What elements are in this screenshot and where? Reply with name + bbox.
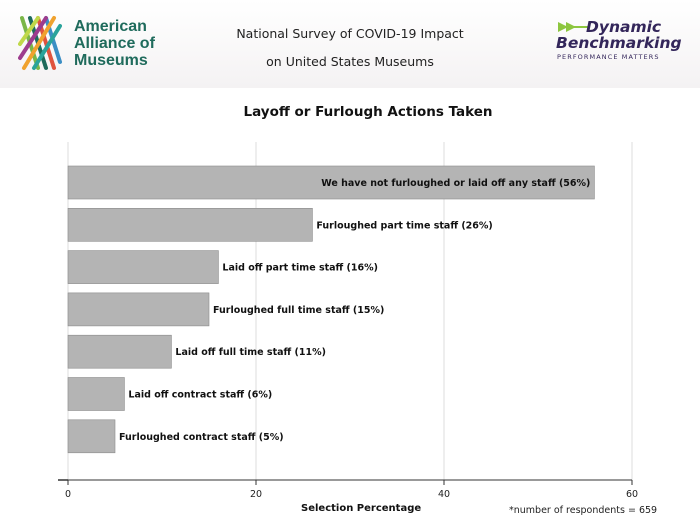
survey-title-line: on United States Museums bbox=[266, 54, 434, 69]
bar bbox=[67, 250, 219, 284]
respondents-footnote: *number of respondents = 659 bbox=[509, 505, 658, 516]
x-tick-label: 60 bbox=[626, 489, 638, 500]
survey-title: National Survey of COVID-19 Impact on Un… bbox=[200, 20, 500, 76]
bar-data-label: Furloughed contract staff (5%) bbox=[119, 432, 284, 443]
bar bbox=[67, 292, 210, 327]
bar-data-label: Laid off full time staff (11%) bbox=[175, 347, 326, 358]
double-arrow-icon bbox=[558, 22, 588, 32]
x-tick-label: 0 bbox=[65, 489, 71, 500]
org-name-line: Museums bbox=[74, 52, 148, 69]
org-name: American Alliance of Museums bbox=[74, 18, 155, 69]
chart-title: Layoff or Furlough Actions Taken bbox=[243, 104, 493, 120]
x-tick-label: 20 bbox=[250, 489, 262, 500]
bar bbox=[67, 208, 313, 242]
bar bbox=[67, 334, 172, 369]
axis-layer: 0 20 40 60 bbox=[58, 479, 638, 500]
bar-data-label: Laid off part time staff (16%) bbox=[222, 263, 378, 274]
bar bbox=[67, 165, 595, 200]
org-name-line: Alliance of bbox=[74, 35, 155, 52]
partner-tagline: PERFORMANCE MATTERS bbox=[557, 53, 660, 61]
bar-data-label: Laid off contract staff (6%) bbox=[128, 390, 272, 401]
partner-name-line: Dynamic bbox=[586, 18, 662, 36]
x-axis-title: Selection Percentage bbox=[301, 503, 422, 514]
bar-data-label: Furloughed full time staff (15%) bbox=[213, 305, 384, 316]
bar bbox=[67, 419, 116, 454]
report-header: American Alliance of Museums National Su… bbox=[0, 0, 700, 88]
partner-name-line: Benchmarking bbox=[556, 34, 682, 52]
bar-data-label: We have not furloughed or laid off any s… bbox=[321, 178, 590, 189]
dynamic-benchmarking-logo: Dynamic Benchmarking PERFORMANCE MATTERS bbox=[554, 18, 682, 64]
x-tick-label: 40 bbox=[438, 489, 450, 500]
american-alliance-of-museums-logo-icon bbox=[18, 16, 62, 70]
bar bbox=[67, 377, 125, 411]
bar-layer: We have not furloughed or laid off any s… bbox=[67, 165, 595, 454]
survey-title-line: National Survey of COVID-19 Impact bbox=[236, 26, 464, 41]
bar-data-label: Furloughed part time staff (26%) bbox=[316, 220, 492, 231]
org-name-line: American bbox=[74, 18, 147, 35]
